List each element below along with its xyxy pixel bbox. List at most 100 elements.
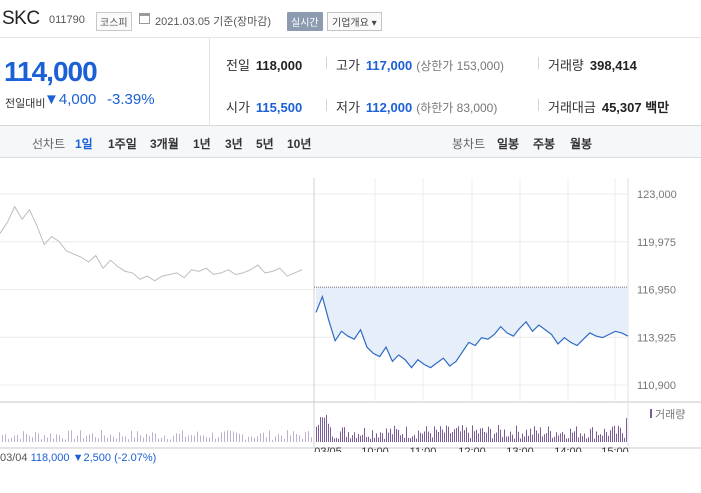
volume-bar — [394, 425, 395, 442]
volume-bar — [494, 433, 495, 442]
volume-bar — [414, 434, 415, 442]
divider — [326, 57, 327, 69]
volume-bar — [316, 426, 317, 442]
volume-bar — [230, 430, 231, 442]
volume-bar — [179, 433, 180, 442]
tab-weekly[interactable]: 주봉 — [533, 137, 556, 151]
stock-name: SKC — [2, 8, 40, 29]
volume-bar — [592, 427, 593, 442]
volume-bar — [562, 431, 563, 442]
volume-bar — [386, 428, 387, 442]
volume-bar — [484, 431, 485, 442]
volume-bar — [86, 435, 87, 442]
volume-bar — [478, 433, 479, 442]
volume-bar — [260, 433, 261, 442]
change-label: 전일대비 — [5, 98, 46, 110]
tab-1week[interactable]: 1주일 — [108, 137, 137, 151]
tab-5year[interactable]: 5년 — [256, 137, 274, 151]
volume-bar — [546, 433, 547, 442]
volume-bar — [116, 438, 117, 442]
volume-bar — [514, 438, 515, 442]
tab-daily[interactable]: 일봉 — [497, 137, 520, 151]
volume-bar — [215, 438, 216, 442]
volume-bar — [161, 437, 162, 442]
base-date: 2021.03.05 기준(장마감) — [155, 16, 272, 28]
series-lines — [0, 205, 629, 369]
volume-bar — [452, 432, 453, 442]
volume-bar — [302, 438, 303, 442]
volume-bar — [490, 428, 491, 442]
volume-bar — [522, 433, 523, 442]
prev-close-label: 전일 — [226, 58, 250, 73]
x-tick-label: 14:00 — [554, 446, 582, 452]
volume-bar — [263, 432, 264, 442]
volume-bar — [65, 439, 66, 442]
volume-bar — [410, 438, 411, 442]
tab-3year[interactable]: 3년 — [225, 137, 243, 151]
volume-bar — [332, 436, 333, 442]
tab-1day[interactable]: 1일 — [75, 137, 93, 151]
volume-bar — [245, 439, 246, 442]
candle-chart-label: 봉차트 — [452, 137, 486, 151]
volume-bar — [318, 424, 319, 442]
series-line-prev-day — [0, 205, 303, 282]
volume-bar — [92, 433, 93, 442]
volume-bar — [257, 436, 258, 442]
volume-bar — [408, 437, 409, 442]
volume-bar — [390, 428, 391, 442]
volume-bar — [113, 436, 114, 442]
volume-bar — [134, 437, 135, 442]
volume-bar — [540, 427, 541, 442]
volume-value: 398,414 — [589, 58, 637, 73]
volume-bar — [206, 437, 207, 442]
volume-bar — [330, 427, 331, 442]
volume-bar — [460, 431, 461, 442]
volume-bar — [17, 434, 18, 442]
volume-bar — [400, 435, 401, 442]
volume-bar — [340, 431, 341, 442]
volume-bar — [209, 437, 210, 442]
volume-bar — [320, 417, 321, 442]
tab-1year[interactable]: 1년 — [193, 137, 211, 151]
volume-bar — [290, 435, 291, 442]
volume-bar — [360, 435, 361, 442]
volume-bar — [119, 432, 120, 442]
volume-bar — [44, 435, 45, 442]
x-tick-label: 11:00 — [410, 446, 437, 452]
volume-bar — [125, 436, 126, 442]
volume-bar — [544, 434, 545, 442]
volume-bar — [374, 437, 375, 442]
volume-bar — [74, 438, 75, 442]
volume-bar — [356, 438, 357, 442]
volume-bar — [438, 432, 439, 442]
volume-bar — [59, 435, 60, 442]
volume-bar — [590, 428, 591, 442]
divider — [209, 38, 210, 126]
volume-bar — [71, 430, 72, 442]
volume-bar — [450, 433, 451, 442]
volume-bar — [143, 437, 144, 442]
volume-bar — [538, 433, 539, 442]
volume-bar — [548, 426, 549, 442]
volume-bar — [600, 434, 601, 442]
volume-bar — [152, 432, 153, 442]
volume-bar — [328, 423, 329, 442]
prev-price: 118,000 — [30, 452, 70, 464]
volume-bar — [498, 425, 499, 442]
company-info-dropdown[interactable]: 기업개요 ▾ — [327, 12, 382, 31]
volume-bar — [436, 429, 437, 442]
volume-bar — [510, 431, 511, 442]
tab-10year[interactable]: 10년 — [287, 137, 312, 151]
tab-monthly[interactable]: 월봉 — [570, 137, 593, 151]
price-chart: 123,000 119,975 116,950 113,925 110,900 03/0… — [0, 178, 701, 452]
volume-bar — [248, 436, 249, 442]
volume-bar — [424, 431, 425, 442]
volume-bar — [149, 435, 150, 442]
tab-3month[interactable]: 3개월 — [150, 137, 179, 151]
volume-bar — [516, 425, 517, 442]
volume-bar — [233, 431, 234, 442]
volume-bar — [200, 435, 201, 442]
volume-bar — [476, 429, 477, 442]
volume-bar — [556, 432, 557, 442]
realtime-button[interactable]: 실시간 — [287, 12, 323, 31]
